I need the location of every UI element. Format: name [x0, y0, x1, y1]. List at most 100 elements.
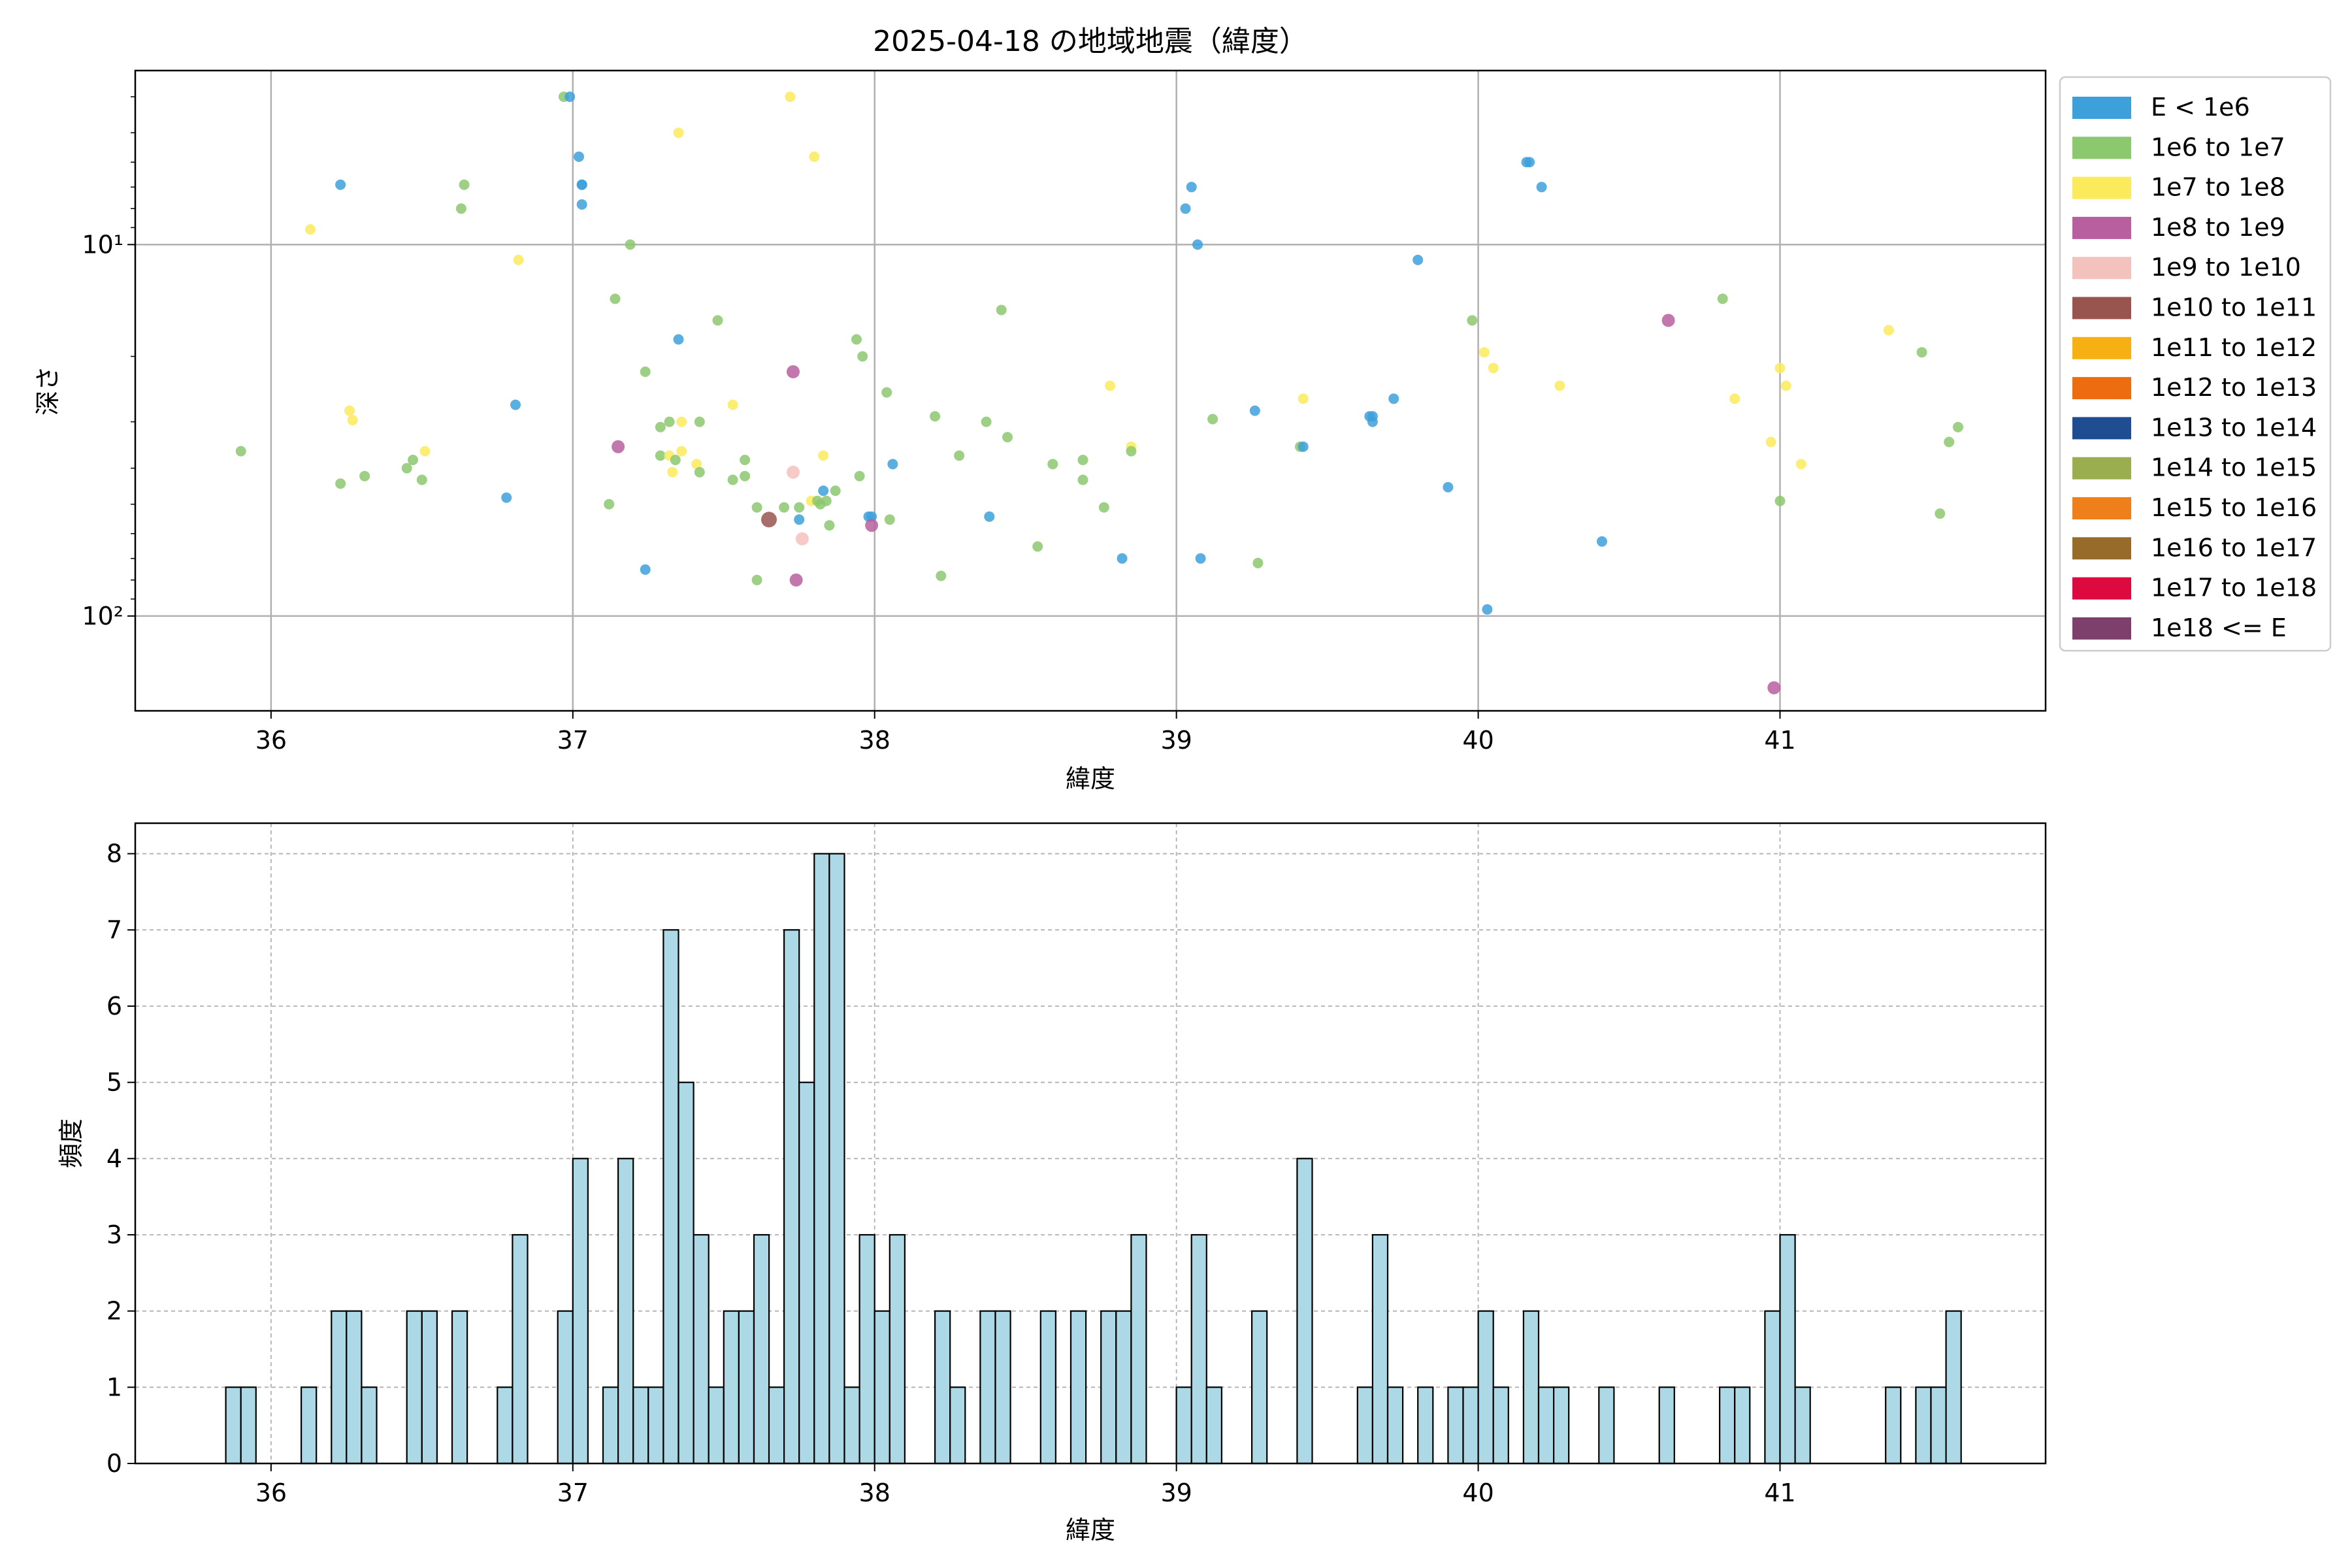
histogram-bar: [858, 1233, 875, 1465]
scatter-point: [625, 239, 636, 250]
histogram-bar: [678, 1081, 694, 1465]
histogram-bar: [1039, 1310, 1057, 1465]
histogram-x-tick-label: 36: [255, 1478, 287, 1507]
histogram-bar: [708, 1386, 725, 1465]
histogram-bar: [632, 1386, 649, 1465]
histogram-bar: [753, 1233, 770, 1465]
scatter-point: [574, 151, 584, 162]
scatter-point: [981, 416, 992, 427]
scatter-point: [1554, 380, 1565, 391]
legend-swatch: [2072, 537, 2131, 560]
histogram-bar: [1658, 1386, 1675, 1465]
scatter-point: [419, 446, 431, 457]
scatter-point: [1916, 347, 1927, 358]
scatter-point: [1774, 363, 1786, 374]
legend-swatch: [2072, 417, 2131, 440]
histogram-panel: 36 37 38 39 40 41 0 1 2 3 4 5 6 7 8 緯度 頻度: [57, 822, 2047, 1544]
histogram-bar: [225, 1386, 242, 1465]
legend-label: 1e12 to 1e13: [2151, 373, 2317, 402]
histogram-ticks: 36 37 38 39 40 41 0 1 2 3 4 5 6 7 8: [106, 840, 1796, 1507]
histogram-y-tick-label: 5: [106, 1068, 122, 1097]
legend-label: 1e11 to 1e12: [2151, 333, 2317, 362]
scatter-point: [1935, 508, 1946, 519]
histogram-bar: [1734, 1386, 1751, 1465]
scatter-point: [1944, 436, 1955, 448]
scatter-point: [408, 455, 418, 465]
scatter-point: [1249, 405, 1260, 416]
legend-swatch: [2072, 257, 2131, 280]
histogram-y-tick-label: 6: [106, 992, 122, 1021]
histogram-bar: [1115, 1310, 1132, 1465]
scatter-point: [751, 574, 762, 585]
scatter-point: [1367, 416, 1378, 427]
scatter-point: [1661, 314, 1675, 327]
legend-label: 1e18 <= E: [2151, 613, 2287, 642]
histogram-bar: [1296, 1158, 1313, 1465]
scatter-y-tick-label: 10¹: [82, 230, 123, 259]
scatter-point: [854, 470, 865, 482]
legend-label: 1e14 to 1e15: [2151, 453, 2317, 482]
scatter-point: [830, 485, 841, 497]
scatter-point: [1098, 502, 1109, 513]
scatter-x-tick-label: 38: [859, 726, 890, 755]
scatter-point: [727, 474, 738, 485]
histogram-y-tick-label: 0: [106, 1449, 122, 1478]
histogram-bar: [331, 1310, 348, 1465]
scatter-point: [1729, 393, 1740, 404]
scatter-point: [1207, 414, 1218, 425]
scatter-point: [604, 498, 615, 510]
scatter-point: [455, 203, 466, 214]
scatter-x-tick-label: 37: [557, 726, 589, 755]
scatter-point: [673, 127, 684, 139]
histogram-y-axis-label: 頻度: [57, 1119, 86, 1168]
histogram-bar: [1537, 1386, 1555, 1465]
legend-label: 1e8 to 1e9: [2151, 213, 2285, 242]
histogram-x-tick-label: 37: [557, 1478, 589, 1507]
histogram-bars: [225, 853, 1962, 1465]
legend-label: 1e15 to 1e16: [2151, 493, 2317, 522]
histogram-bar: [406, 1310, 423, 1465]
scatter-point: [984, 511, 995, 522]
scatter-point: [996, 304, 1007, 316]
scatter-point: [1298, 441, 1309, 452]
scatter-point: [1192, 239, 1203, 250]
histogram-bar: [421, 1310, 438, 1465]
histogram-bar: [723, 1310, 740, 1465]
histogram-x-tick-label: 38: [859, 1478, 890, 1507]
histogram-bar: [647, 1386, 664, 1465]
scatter-point: [459, 179, 470, 190]
histogram-bar: [1915, 1386, 1932, 1465]
histogram-bar: [1930, 1386, 1947, 1465]
histogram-bar: [813, 853, 830, 1465]
histogram-bar: [783, 929, 800, 1465]
scatter-point: [857, 351, 868, 362]
legend-label: 1e16 to 1e17: [2151, 533, 2317, 562]
scatter-point: [640, 367, 651, 377]
histogram-bar: [994, 1310, 1011, 1465]
histogram-bar: [874, 1310, 890, 1465]
scatter-point: [809, 151, 820, 162]
scatter-point: [1780, 380, 1791, 391]
scatter-point: [751, 502, 762, 513]
histogram-y-tick-label: 3: [106, 1220, 122, 1249]
histogram-bar: [361, 1386, 378, 1465]
scatter-point: [795, 532, 809, 546]
scatter-point: [1388, 393, 1399, 404]
histogram-bar: [979, 1310, 996, 1465]
scatter-point: [866, 511, 877, 522]
scatter-point: [576, 199, 587, 210]
histogram-axes-frame: [134, 822, 2047, 1465]
scatter-point: [1482, 604, 1493, 615]
legend-swatch: [2072, 577, 2131, 600]
histogram-bar: [1371, 1233, 1389, 1465]
histogram-bar: [843, 1386, 860, 1465]
legend-frame: [2059, 76, 2332, 652]
scatter-point: [881, 387, 892, 398]
histogram-bar: [497, 1386, 514, 1465]
scatter-point: [335, 478, 346, 489]
legend-items: E < 1e6 1e6 to 1e7 1e7 to 1e8 1e8 to 1e9 1e9…: [2072, 93, 2317, 642]
scatter-point: [936, 570, 947, 581]
scatter-point: [865, 519, 879, 532]
scatter-point: [304, 224, 316, 235]
histogram-bar: [1100, 1310, 1117, 1465]
